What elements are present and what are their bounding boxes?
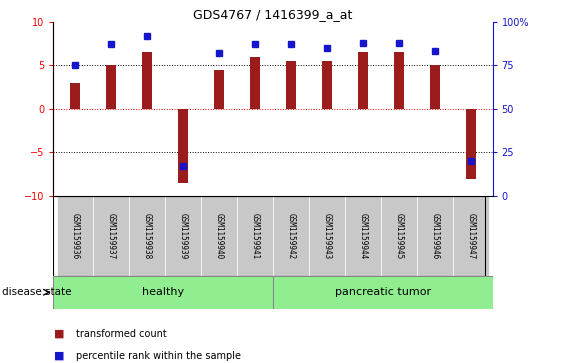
Text: pancreatic tumor: pancreatic tumor: [335, 287, 431, 297]
Bar: [70, 83, 81, 109]
Bar: [466, 109, 476, 179]
Bar: [214, 70, 225, 109]
Bar: [430, 65, 440, 109]
Bar: [165, 196, 201, 276]
Title: GDS4767 / 1416399_a_at: GDS4767 / 1416399_a_at: [193, 8, 353, 21]
Bar: [57, 196, 93, 276]
Bar: [321, 61, 332, 109]
Bar: [178, 109, 189, 183]
Bar: [53, 276, 273, 309]
Text: percentile rank within the sample: percentile rank within the sample: [76, 351, 241, 361]
Text: GSM1159938: GSM1159938: [142, 213, 151, 259]
Bar: [453, 196, 489, 276]
Bar: [273, 276, 493, 309]
Text: GSM1159942: GSM1159942: [287, 213, 296, 259]
Text: GSM1159943: GSM1159943: [323, 213, 332, 259]
Text: GSM1159936: GSM1159936: [70, 213, 79, 259]
Text: ■: ■: [53, 329, 64, 339]
Text: ■: ■: [53, 351, 64, 361]
Bar: [249, 57, 261, 109]
Bar: [417, 196, 453, 276]
Bar: [237, 196, 273, 276]
Text: disease state: disease state: [2, 287, 71, 297]
Bar: [201, 196, 237, 276]
Bar: [309, 196, 345, 276]
Text: GSM1159939: GSM1159939: [178, 213, 187, 259]
Bar: [358, 52, 368, 109]
Text: GSM1159941: GSM1159941: [251, 213, 260, 259]
Bar: [142, 52, 153, 109]
Text: GSM1159945: GSM1159945: [395, 213, 404, 259]
Text: GSM1159946: GSM1159946: [431, 213, 440, 259]
Text: GSM1159944: GSM1159944: [359, 213, 368, 259]
Text: GSM1159937: GSM1159937: [106, 213, 115, 259]
Bar: [381, 196, 417, 276]
Text: GSM1159940: GSM1159940: [215, 213, 224, 259]
Text: healthy: healthy: [142, 287, 184, 297]
Bar: [394, 52, 404, 109]
Bar: [129, 196, 165, 276]
Bar: [106, 65, 117, 109]
Bar: [345, 196, 381, 276]
Text: transformed count: transformed count: [76, 329, 167, 339]
Text: GSM1159947: GSM1159947: [467, 213, 476, 259]
Bar: [285, 61, 297, 109]
Bar: [93, 196, 129, 276]
Bar: [273, 196, 309, 276]
